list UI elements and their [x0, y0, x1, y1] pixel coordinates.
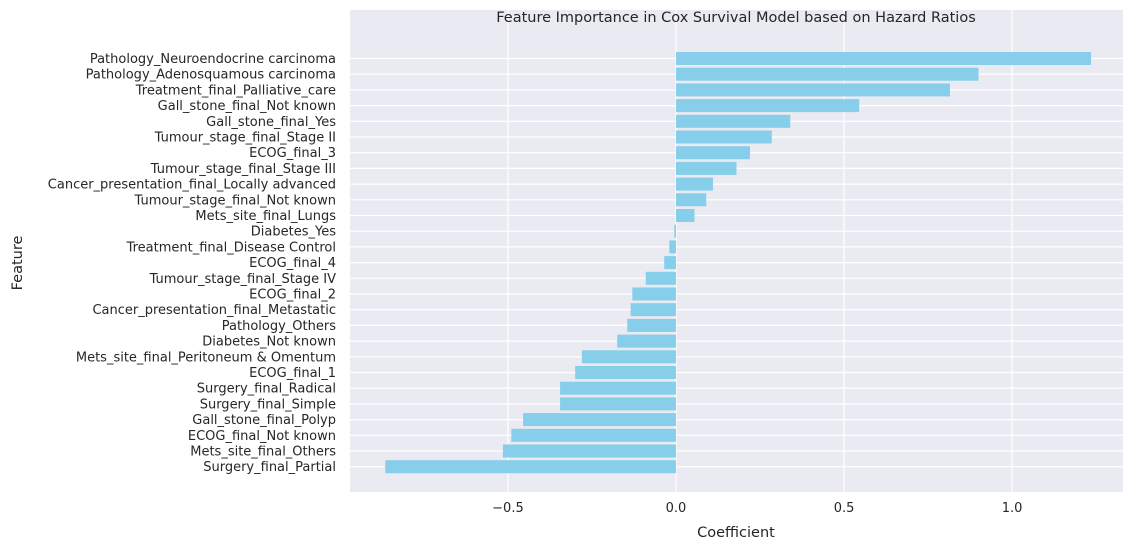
bar: [630, 303, 677, 317]
bar: [560, 381, 677, 395]
bar: [676, 209, 695, 222]
y-tick-label: ECOG_final_4: [249, 256, 336, 271]
bar: [676, 130, 772, 144]
bar: [676, 193, 707, 207]
bar: [502, 444, 677, 458]
y-tick-label: Pathology_Neuroendocrine carcinoma: [90, 52, 336, 67]
x-tick-label: 0.0: [666, 501, 687, 516]
x-tick-label: −0.5: [492, 501, 524, 516]
y-tick-label: ECOG_final_2: [249, 288, 336, 303]
bar: [664, 256, 677, 270]
y-tick-label: Cancer_presentation_final_Locally advanc…: [48, 178, 336, 193]
bar: [669, 240, 677, 254]
y-tick-label: ECOG_final_Not known: [188, 429, 336, 444]
bar: [575, 366, 677, 379]
y-tick-label: Mets_site_final_Lungs: [195, 209, 336, 224]
y-tick-label: Gall_stone_final_Not known: [158, 99, 336, 114]
x-tick-labels: −0.5 0.0 0.5 1.0: [492, 501, 1022, 516]
x-axis-label: Coefficient: [697, 525, 775, 541]
bar: [523, 413, 677, 427]
x-tick-label: 0.5: [834, 501, 855, 516]
bar: [511, 428, 677, 442]
bar: [676, 99, 860, 113]
y-tick-label: Gall_stone_final_Yes: [206, 115, 336, 130]
y-tick-label: Tumour_stage_final_Stage III: [150, 162, 336, 177]
bar: [676, 67, 979, 81]
y-tick-label: Pathology_Others: [222, 319, 336, 334]
y-tick-label: ECOG_final_1: [249, 366, 336, 381]
bar: [676, 146, 750, 160]
bar: [617, 334, 677, 348]
bar: [674, 224, 677, 238]
y-axis-label: Feature: [10, 236, 26, 291]
bar: [676, 52, 1092, 65]
bar: [560, 397, 677, 411]
bar: [581, 350, 677, 364]
bar: [645, 271, 677, 285]
bar: [627, 318, 677, 332]
y-tick-label: Tumour_stage_final_Not known: [134, 193, 337, 208]
bar: [676, 177, 713, 191]
bar: [676, 83, 950, 97]
bars: [385, 52, 1092, 474]
y-tick-label: Surgery_final_Simple: [200, 397, 336, 412]
chart-title: Feature Importance in Cox Survival Model…: [496, 10, 976, 26]
y-tick-label: Treatment_final_Palliative_care: [135, 83, 336, 98]
bar: [385, 460, 677, 474]
y-tick-label: Diabetes_Not known: [202, 335, 336, 350]
y-tick-label: Gall_stone_final_Polyp: [192, 413, 336, 428]
y-tick-label: Diabetes_Yes: [251, 225, 336, 240]
bar: [676, 161, 737, 175]
y-tick-label: Treatment_final_Disease Control: [126, 240, 336, 255]
y-tick-label: ECOG_final_3: [249, 146, 336, 161]
y-tick-label: Pathology_Adenosquamous carcinoma: [86, 68, 336, 83]
y-tick-label: Tumour_stage_final_Stage II: [154, 131, 336, 146]
y-tick-label: Surgery_final_Partial: [203, 460, 336, 475]
y-tick-label: Cancer_presentation_final_Metastatic: [92, 303, 336, 318]
y-tick-label: Mets_site_final_Others: [190, 445, 336, 460]
bar: [632, 287, 677, 301]
y-tick-label: Tumour_stage_final_Stage IV: [149, 272, 337, 287]
y-tick-labels: Pathology_Neuroendocrine carcinomaPathol…: [48, 52, 336, 475]
y-tick-label: Surgery_final_Radical: [197, 382, 336, 397]
x-tick-label: 1.0: [1002, 501, 1023, 516]
bar: [676, 114, 791, 128]
y-tick-label: Mets_site_final_Peritoneum & Omentum: [76, 350, 336, 365]
